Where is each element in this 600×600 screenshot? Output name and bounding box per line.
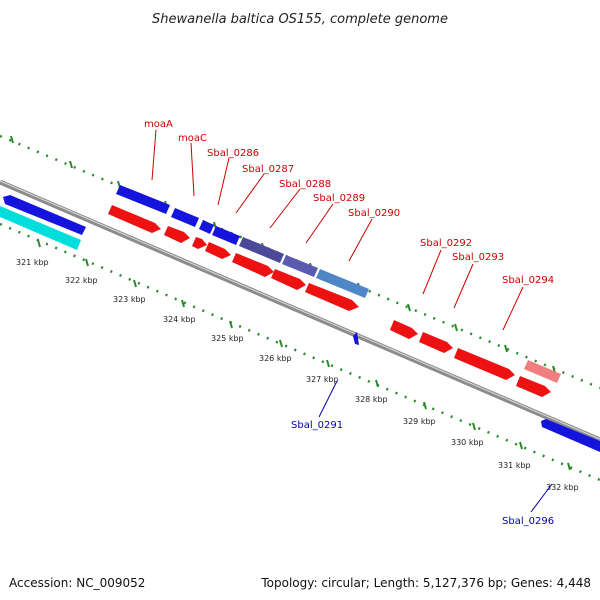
gene-labels-top: moaA moaC Sbal_0286 Sbal_0287 Sbal_0288 …: [144, 119, 554, 331]
tick-label-329: 329 kbp: [403, 417, 436, 426]
tick-label-331: 331 kbp: [498, 461, 531, 470]
gene-red-11[interactable]: [516, 376, 551, 397]
genome-backbone-highlight: [0, 180, 600, 440]
inner-tick: [133, 279, 137, 288]
tick-label-330: 330 kbp: [451, 438, 484, 447]
outer-tick: [454, 323, 458, 332]
gene-red-4[interactable]: [205, 242, 231, 259]
label-sbal-0292: Sbal_0292: [420, 238, 472, 249]
accession-text: Accession: NC_009052: [9, 576, 145, 590]
leader-sbal-0292: [422, 249, 442, 295]
gene-sbal-0289[interactable]: [282, 255, 318, 277]
leader-moaA: [151, 129, 157, 181]
gene-red-7[interactable]: [305, 283, 359, 311]
gene-red-10[interactable]: [454, 348, 515, 380]
leader-sbal-0293: [453, 263, 474, 309]
label-sbal-0296: Sbal_0296: [502, 516, 554, 527]
label-sbal-0291: Sbal_0291: [291, 420, 343, 431]
leader-sbal-0296: [530, 483, 553, 513]
leader-sbal-0294: [502, 286, 524, 331]
outer-tick: [504, 344, 508, 353]
leader-moaC: [190, 142, 195, 197]
leader-sbal-0287: [235, 173, 265, 214]
tick-label-332: 332 kbp: [546, 483, 579, 492]
map-title: Shewanella baltica OS155, complete genom…: [152, 12, 448, 27]
gene-red-2[interactable]: [164, 226, 190, 243]
label-sbal-0294: Sbal_0294: [502, 275, 554, 286]
outer-tick: [407, 303, 411, 312]
tick-label-326: 326 kbp: [259, 354, 292, 363]
gene-sbal-0290[interactable]: [316, 269, 369, 298]
inner-tick: [472, 422, 476, 431]
gene-sbal-0288[interactable]: [239, 237, 284, 263]
leader-sbal-0288: [269, 188, 301, 229]
label-sbal-0290: Sbal_0290: [348, 208, 400, 219]
tick-label-324: 324 kbp: [163, 315, 196, 324]
tick-label-325: 325 kbp: [211, 334, 244, 343]
gene-moaC[interactable]: [171, 208, 199, 227]
inner-tick: [229, 320, 233, 329]
gene-sbal-0287[interactable]: [212, 226, 240, 245]
tick-label-323: 323 kbp: [113, 295, 146, 304]
inner-tick: [279, 339, 283, 348]
inner-ruler-ticks: [37, 239, 571, 471]
inner-tick: [326, 359, 330, 368]
inner-tick: [37, 239, 41, 248]
label-moaA: moaA: [144, 119, 173, 130]
gene-sbal-0286[interactable]: [199, 220, 214, 234]
leader-sbal-0290: [348, 218, 373, 262]
topology-summary: Topology: circular; Length: 5,127,376 bp…: [260, 576, 591, 590]
outer-tick: [69, 160, 73, 169]
inner-tick: [85, 258, 89, 267]
gene-red-9[interactable]: [419, 332, 453, 353]
genome-backbone: [0, 179, 600, 443]
gene-red-1[interactable]: [108, 205, 161, 233]
label-sbal-0286: Sbal_0286: [207, 148, 259, 159]
gene-sbal-0296[interactable]: [541, 419, 600, 452]
tick-label-322: 322 kbp: [65, 276, 98, 285]
gene-red-3[interactable]: [192, 237, 207, 249]
gene-moaA[interactable]: [116, 185, 170, 214]
inner-tick: [423, 401, 427, 410]
gene-labels-bottom: Sbal_0291 Sbal_0296: [291, 380, 554, 527]
gene-sbal-0294[interactable]: [524, 360, 561, 383]
label-sbal-0289: Sbal_0289: [313, 193, 365, 204]
gene-left-cyan[interactable]: [0, 206, 81, 250]
tick-label-328: 328 kbp: [355, 395, 388, 404]
gene-red-5[interactable]: [232, 253, 274, 277]
gene-red-6[interactable]: [271, 269, 306, 290]
label-sbal-0287: Sbal_0287: [242, 164, 294, 175]
leader-sbal-0291: [318, 380, 338, 418]
tick-label-321: 321 kbp: [16, 258, 49, 267]
gene-red-8[interactable]: [390, 320, 418, 339]
gene-left-blue[interactable]: [3, 195, 86, 235]
label-sbal-0288: Sbal_0288: [279, 179, 331, 190]
label-moaC: moaC: [178, 133, 207, 144]
inner-tick: [181, 299, 185, 308]
gene-sbal-0291[interactable]: [353, 332, 359, 345]
label-sbal-0293: Sbal_0293: [452, 252, 504, 263]
outer-tick: [10, 135, 14, 144]
tick-label-327: 327 kbp: [306, 375, 339, 384]
leader-sbal-0286: [217, 157, 230, 206]
inner-tick: [519, 441, 523, 450]
leader-sbal-0289: [305, 203, 334, 244]
inner-tick: [375, 379, 379, 388]
inner-tick: [567, 462, 571, 471]
scale-labels: 321 kbp 322 kbp 323 kbp 324 kbp 325 kbp …: [16, 258, 579, 492]
